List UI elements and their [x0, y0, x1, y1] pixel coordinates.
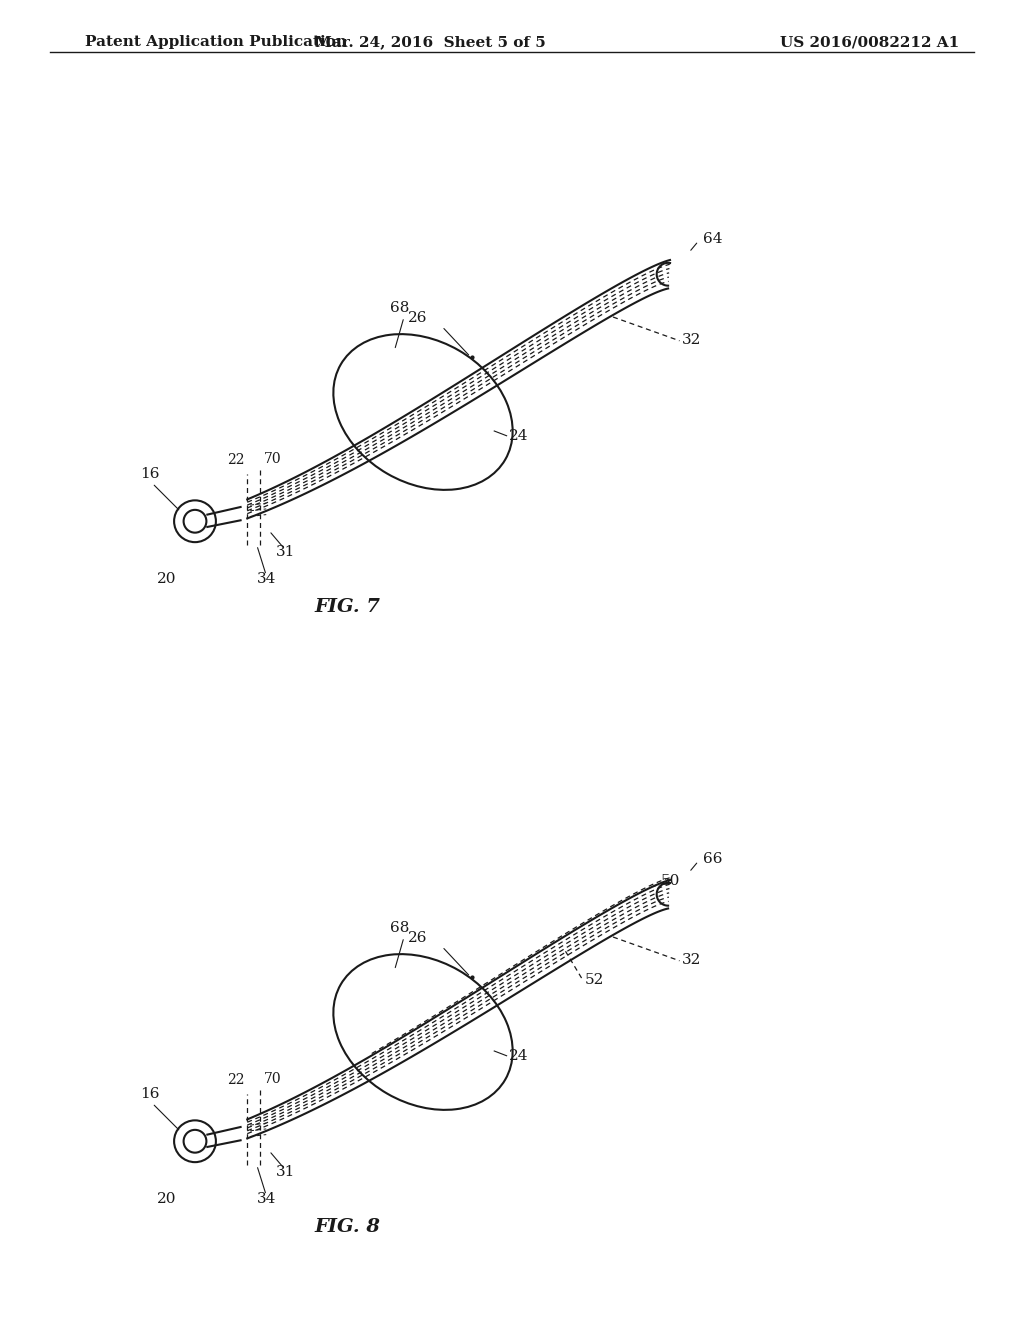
Text: 24: 24	[509, 1049, 528, 1064]
Text: 22: 22	[227, 453, 245, 467]
Text: 20: 20	[157, 1192, 176, 1206]
Text: FIG. 8: FIG. 8	[314, 1217, 380, 1236]
Text: 26: 26	[409, 931, 428, 945]
Text: Mar. 24, 2016  Sheet 5 of 5: Mar. 24, 2016 Sheet 5 of 5	[314, 36, 546, 49]
Text: 64: 64	[703, 232, 723, 246]
Text: US 2016/0082212 A1: US 2016/0082212 A1	[780, 36, 959, 49]
Text: 66: 66	[703, 853, 723, 866]
Text: 34: 34	[257, 572, 275, 586]
Text: 31: 31	[275, 1166, 295, 1179]
Text: 70: 70	[263, 453, 281, 466]
Text: 34: 34	[257, 1192, 275, 1206]
Text: 31: 31	[275, 545, 295, 560]
Text: 16: 16	[140, 467, 160, 482]
Text: 32: 32	[681, 333, 700, 347]
Text: 26: 26	[409, 310, 428, 325]
Text: 24: 24	[509, 429, 528, 444]
Text: 22: 22	[227, 1073, 245, 1088]
Text: 16: 16	[140, 1088, 160, 1101]
Text: 68: 68	[389, 301, 409, 315]
Text: 50: 50	[660, 874, 680, 888]
Text: 70: 70	[263, 1072, 281, 1086]
Text: 68: 68	[389, 921, 409, 936]
Text: 20: 20	[157, 572, 176, 586]
Text: 52: 52	[585, 974, 604, 987]
Text: 32: 32	[681, 953, 700, 966]
Text: FIG. 7: FIG. 7	[314, 598, 380, 615]
Text: Patent Application Publication: Patent Application Publication	[85, 36, 347, 49]
